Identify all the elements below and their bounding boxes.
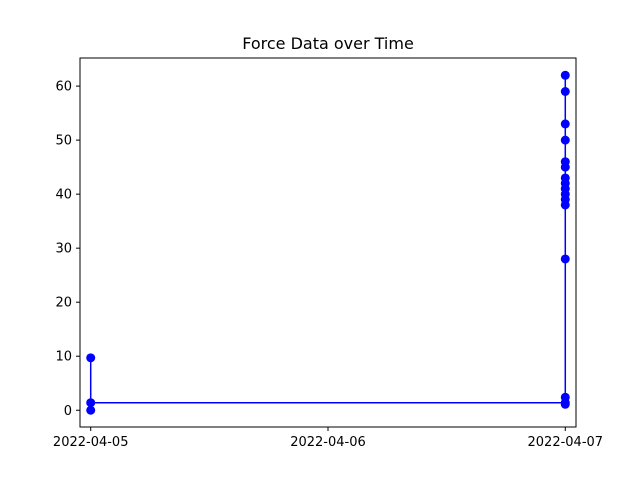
x-tick-label: 2022-04-07 (528, 435, 604, 450)
data-point (560, 135, 570, 145)
data-point (560, 157, 570, 167)
y-tick-label: 40 (55, 188, 72, 203)
data-point (86, 405, 96, 415)
series-layer (86, 70, 570, 415)
data-point (560, 392, 570, 402)
y-tick-label: 0 (64, 404, 72, 419)
x-tick-label: 2022-04-06 (290, 435, 366, 450)
chart-title: Force Data over Time (242, 34, 414, 53)
x-tick-label: 2022-04-05 (53, 435, 129, 450)
y-tick-label: 60 (55, 80, 72, 95)
y-tick-label: 10 (55, 350, 72, 365)
data-point (86, 353, 96, 363)
data-point (560, 119, 570, 129)
y-tick-label: 30 (55, 242, 72, 257)
data-point (560, 87, 570, 96)
data-point (560, 254, 570, 264)
data-point (560, 399, 570, 409)
data-point (560, 70, 570, 80)
data-point (560, 173, 570, 183)
axes-layer: 0 10 20 30 40 50 60 2022-04-05 2022-04-06 2022-04… (53, 57, 604, 450)
y-tick-label: 50 (55, 134, 72, 149)
data-point (86, 398, 96, 408)
y-tick-label: 20 (55, 296, 72, 311)
